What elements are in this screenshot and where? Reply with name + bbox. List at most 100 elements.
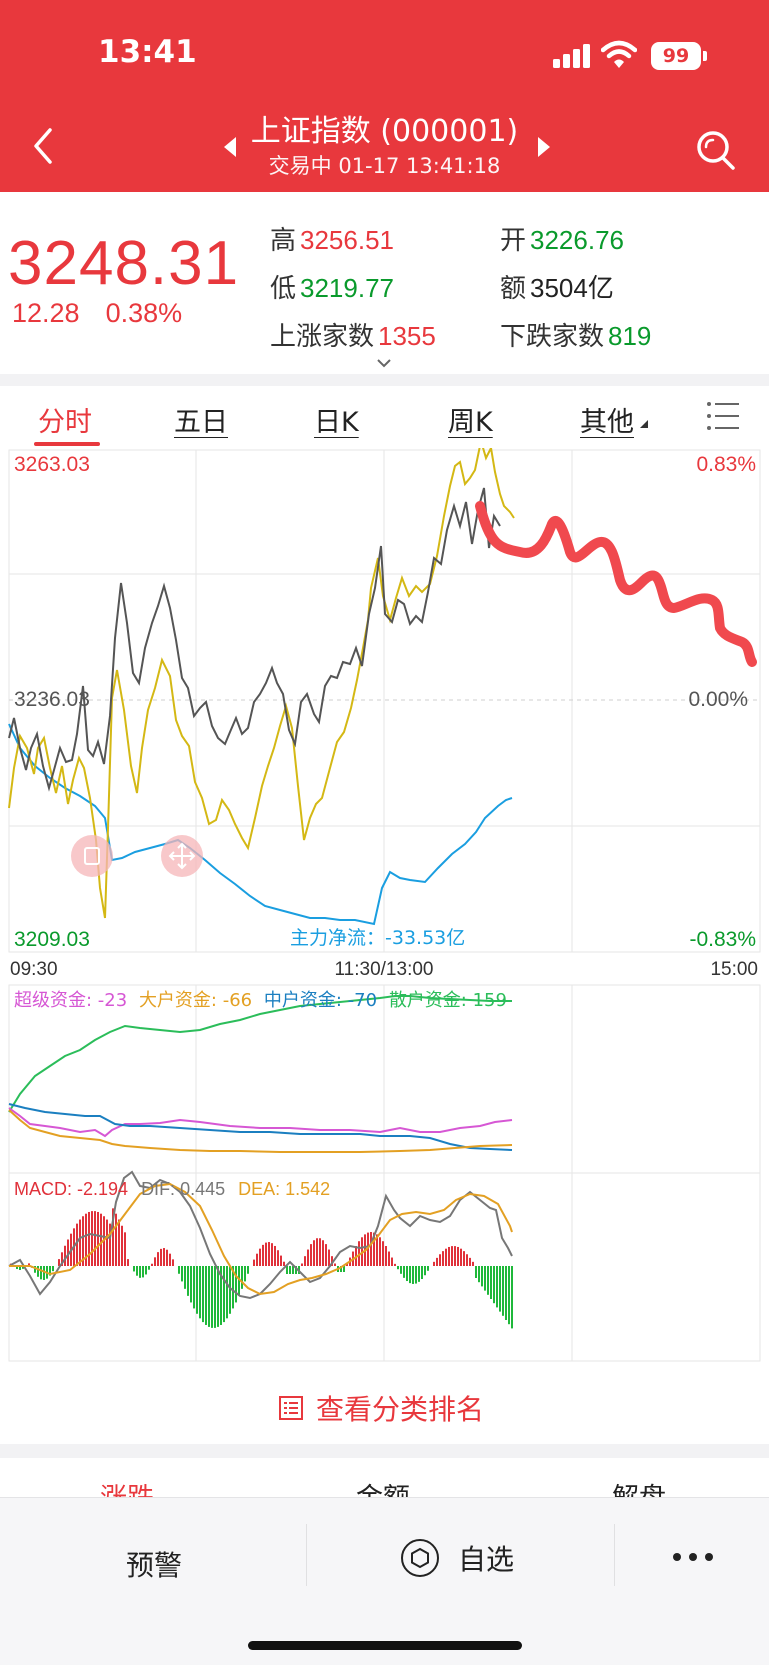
y-max-pct-label: 0.83% [696,453,756,476]
fund-legend: 超级资金: -23 大户资金: -66 中户资金: -70 散户资金: 159 [14,990,507,1011]
open-label: 开 [500,226,527,256]
next-stock-arrow-icon[interactable] [538,137,550,157]
watchlist-button[interactable]: 自选 [400,1538,514,1578]
cellular-signal-icon [553,44,591,68]
dif-line [8,1170,513,1300]
macd-bar [502,1266,504,1316]
macd-bar [421,1266,423,1280]
macd-bar [343,1266,345,1272]
macd-bar [253,1259,255,1266]
macd-bar [232,1266,234,1309]
macd-bar [157,1252,159,1266]
macd-bar [85,1213,87,1266]
macd-bar [304,1256,306,1266]
macd-bar [205,1266,207,1325]
macd-bar [121,1225,123,1266]
up-count-value: 1355 [378,321,436,351]
macd-bar [136,1266,138,1276]
tab-weekly-k[interactable]: 周K [448,407,493,438]
intraday-chart[interactable]: 3263.03 0.83% 3236.03 0.00% 3209.03 -0.8… [0,448,769,1368]
amount-field: 额 3504亿 [500,268,614,305]
macd-bar [328,1249,330,1266]
price-change: 12.28 0.38% [12,298,182,329]
back-arrow-icon[interactable] [28,126,60,166]
macd-bar [151,1263,153,1266]
macd-bar [202,1266,204,1323]
retail-fund-line [8,995,512,1113]
macd-bar [274,1245,276,1266]
macd-bar [475,1266,477,1278]
y-min-label: 3209.03 [14,928,90,951]
screenshot-overlay-button [71,835,113,877]
macd-bar [34,1266,36,1273]
main-flow-label: 主力净流：-33.53亿 [290,927,465,949]
section-divider-2 [0,1444,769,1458]
macd-bar [190,1266,192,1303]
macd-bar [58,1259,60,1266]
super-fund-line [8,1107,513,1138]
macd-bar [16,1266,18,1270]
expand-chevron-icon[interactable] [376,358,392,368]
macd-bar [160,1248,162,1266]
macd-bar [412,1266,414,1284]
y-max-label: 3263.03 [14,453,90,476]
macd-bar [505,1266,507,1320]
macd-bar [418,1266,420,1282]
alert-button[interactable]: 预警 [126,1549,183,1582]
up-count-label: 上涨家数 [270,322,375,352]
price-line [8,487,501,792]
macd-bar [148,1266,150,1270]
watchlist-hexagon-icon [401,1539,439,1577]
macd-bar [133,1266,135,1272]
macd-bar [211,1266,213,1328]
macd-bar [415,1266,417,1284]
last-price: 3248.31 [8,229,240,298]
tab-daily-k[interactable]: 日K [314,407,359,438]
macd-bar [403,1266,405,1278]
active-tab-indicator [34,442,100,446]
macd-bar [97,1211,99,1266]
mid-fund-line [8,1103,513,1151]
amount-value: 3504亿 [530,273,614,303]
prev-stock-arrow-icon[interactable] [224,137,236,157]
tab-intraday[interactable]: 分时 [38,407,92,438]
macd-bar [94,1211,96,1266]
macd-bar [64,1245,66,1266]
macd-bar [109,1223,111,1266]
macd-bar [340,1266,342,1272]
macd-bar [472,1261,474,1266]
time-mid-label: 11:30/13:00 [335,959,434,980]
change-percent: 0.38% [105,298,183,328]
battery-icon: 99 [651,42,701,70]
high-value: 3256.51 [300,225,394,255]
macd-bar [217,1266,219,1327]
macd-bar [145,1266,147,1275]
macd-bar [262,1244,264,1266]
macd-bar [214,1266,216,1328]
macd-bar [223,1266,225,1323]
macd-bar [208,1266,210,1327]
high-label: 高 [270,226,297,256]
macd-bar [277,1250,279,1266]
macd-bar [511,1266,513,1329]
y-mid-pct-label: 0.00% [688,688,748,711]
macd-bar [358,1241,360,1266]
macd-bar [433,1261,435,1266]
app-header: 13:41 99 上证指数 (000001) 交易中 01-17 13:41:1… [0,0,769,192]
more-dots-icon[interactable] [672,1552,714,1562]
macd-bar [118,1219,120,1266]
trading-status: 交易中 01-17 13:41:18 [268,154,501,178]
wifi-icon [601,40,637,68]
down-count-value: 819 [608,321,652,351]
view-category-ranking-label: 查看分类排名 [316,1393,485,1426]
macd-bar [265,1242,267,1266]
view-category-ranking-button[interactable]: 查看分类排名 [278,1388,484,1428]
macd-bar [499,1266,501,1312]
search-icon[interactable] [694,128,738,172]
macd-bar [316,1238,318,1266]
macd-bar [163,1248,165,1266]
indicator-settings-icon[interactable] [706,400,740,432]
bar-divider [614,1524,615,1586]
tab-five-day[interactable]: 五日 [174,407,228,438]
tab-other[interactable]: 其他 [580,407,634,438]
